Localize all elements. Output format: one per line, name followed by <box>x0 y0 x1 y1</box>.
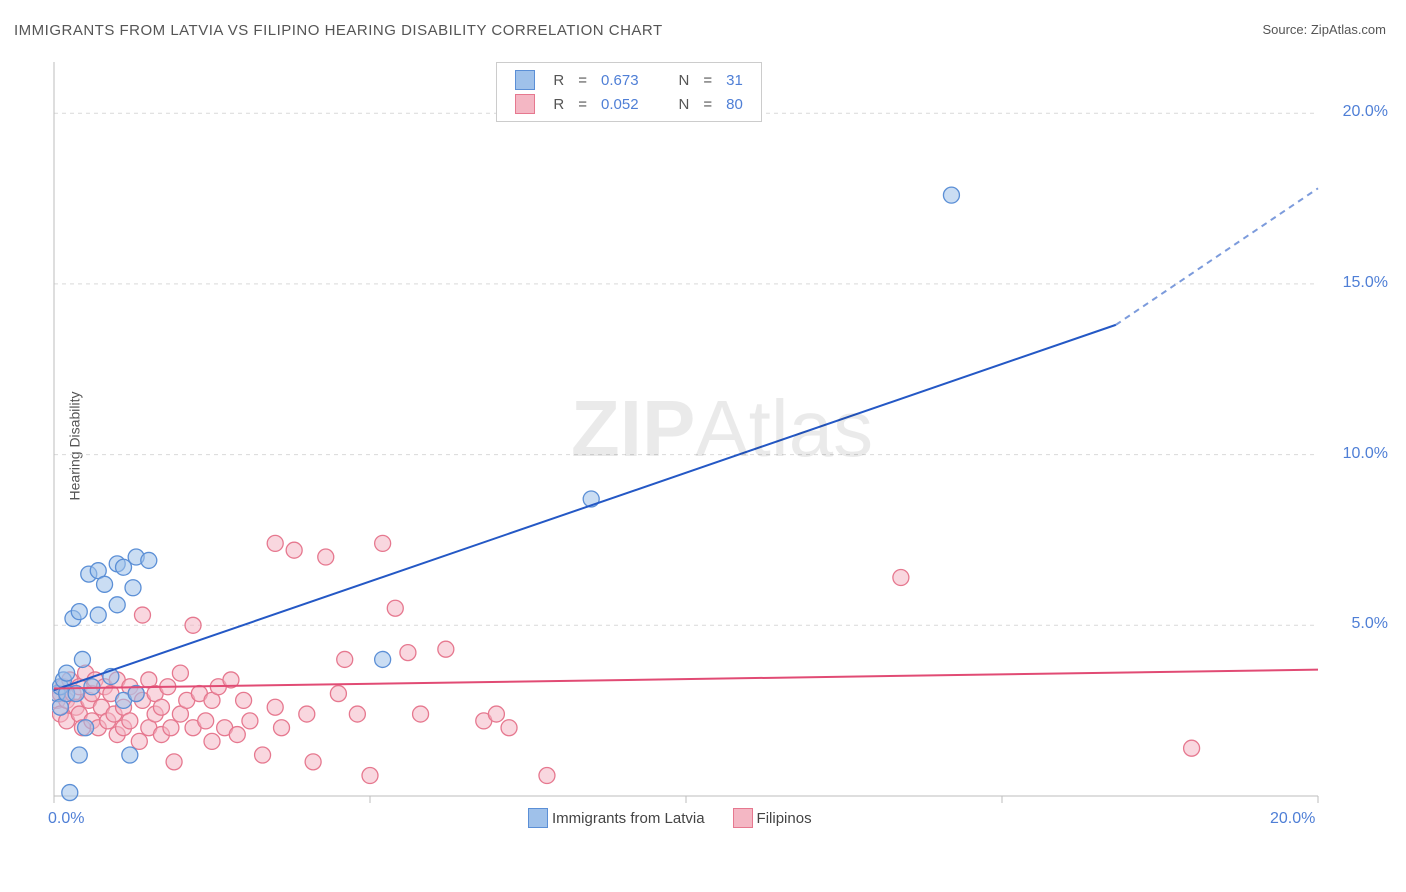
y-tick-label: 10.0% <box>1343 445 1388 463</box>
chart-svg <box>52 50 1392 840</box>
chart-plot-area: ZIPAtlas R=0.673N=31R=0.052N=80 Immigran… <box>52 50 1392 840</box>
source-attribution: Source: ZipAtlas.com <box>1262 22 1386 37</box>
correlation-legend: R=0.673N=31R=0.052N=80 <box>496 62 761 122</box>
y-tick-label: 5.0% <box>1352 615 1388 633</box>
source-label: Source: <box>1262 22 1310 37</box>
y-tick-label: 20.0% <box>1343 103 1388 121</box>
y-tick-label: 0.0% <box>48 810 84 828</box>
y-tick-label: 15.0% <box>1343 274 1388 292</box>
legend-item-label: Immigrants from Latvia <box>552 810 705 827</box>
chart-title: IMMIGRANTS FROM LATVIA VS FILIPINO HEARI… <box>14 22 663 39</box>
legend-item: Immigrants from Latvia <box>528 808 705 828</box>
x-tick-label: 20.0% <box>1270 810 1315 828</box>
legend-item-label: Filipinos <box>757 810 812 827</box>
legend-item: Filipinos <box>733 808 812 828</box>
series-legend: Immigrants from Latvia Filipinos <box>528 808 840 832</box>
source-name: ZipAtlas.com <box>1311 22 1386 37</box>
